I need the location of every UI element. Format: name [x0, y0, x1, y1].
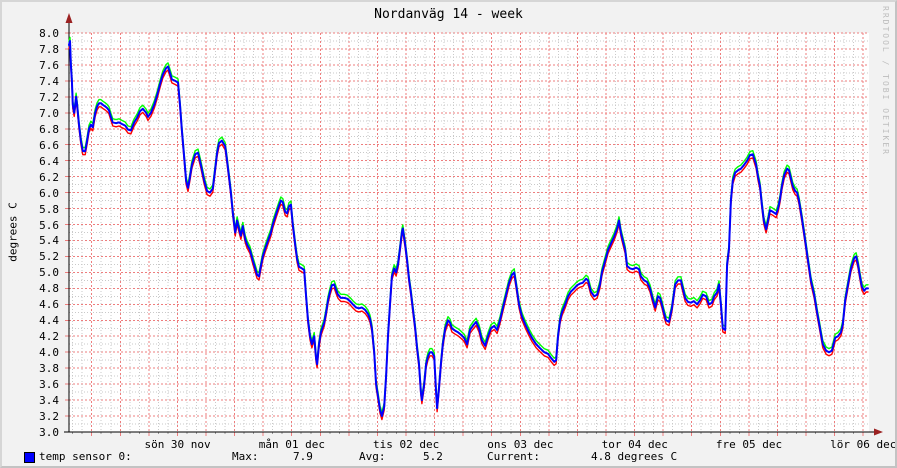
y-axis-tick-label: 5.4	[39, 234, 59, 248]
x-axis-tick-label: lör 06 dec	[830, 438, 897, 451]
x-axis-tick-label: sön 30 nov	[144, 438, 211, 451]
legend-swatch	[24, 452, 35, 463]
y-axis-arrow-icon	[65, 13, 73, 23]
x-axis-tick-label: mån 01 dec	[258, 438, 325, 451]
y-axis-tick-label: 6.2	[39, 170, 59, 184]
x-axis-arrow-icon	[874, 428, 883, 436]
y-axis-tick-label: 7.8	[39, 42, 59, 56]
temperature-line-avg	[68, 40, 869, 417]
legend-current-value: 4.8 degrees C	[591, 450, 678, 463]
y-axis-tick-label: 5.2	[39, 250, 59, 264]
legend-max-value: 7.9	[293, 450, 313, 463]
y-axis-tick-label: 3.4	[39, 394, 59, 408]
y-axis-tick-label: 6.4	[39, 154, 59, 168]
y-axis-tick-label: 7.0	[39, 106, 59, 120]
legend-avg-value: 5.2	[423, 450, 443, 463]
y-axis-tick-label: 7.2	[39, 90, 59, 104]
x-axis-tick-label: fre 05 dec	[715, 438, 783, 451]
y-axis-tick-label: 5.0	[39, 266, 59, 280]
x-axis-tick-label: tis 02 dec	[373, 438, 440, 451]
rrdtool-watermark: RRDTOOL / TOBI OETIKER	[881, 6, 890, 156]
y-axis-tick-label: 6.0	[39, 186, 59, 200]
y-axis-tick-label: 4.8	[39, 282, 59, 296]
y-axis-tick-label: 6.6	[39, 138, 59, 152]
y-axis-tick-label: 7.4	[39, 74, 59, 88]
y-axis-tick-label: 5.8	[39, 202, 59, 216]
legend-max-label: Max:	[232, 450, 259, 463]
y-axis-tick-label: 4.0	[39, 346, 59, 360]
y-axis-tick-label: 7.6	[39, 58, 59, 72]
x-axis-tick-label: ons 03 dec	[487, 438, 554, 451]
legend-series-label: temp sensor 0:	[39, 450, 132, 463]
y-axis-tick-label: 6.8	[39, 122, 59, 136]
y-axis-tick-label: 3.2	[39, 410, 59, 424]
legend-avg-label: Avg:	[359, 450, 386, 463]
chart-title: Nordanväg 14 - week	[374, 7, 523, 22]
y-axis-tick-label: 4.4	[39, 314, 59, 328]
y-axis-tick-label: 3.8	[39, 362, 59, 376]
x-axis-tick-label: tor 04 dec	[601, 438, 668, 451]
y-axis-tick-label: 5.6	[39, 218, 59, 232]
y-axis-tick-label: 8.0	[39, 27, 59, 40]
legend-current-label: Current:	[487, 450, 540, 463]
y-axis-tick-label: 4.6	[39, 298, 59, 312]
y-axis-tick-label: 4.2	[39, 330, 59, 344]
y-axis-tick-label: 3.6	[39, 378, 59, 392]
y-axis-tick-label: 3.0	[39, 426, 59, 439]
